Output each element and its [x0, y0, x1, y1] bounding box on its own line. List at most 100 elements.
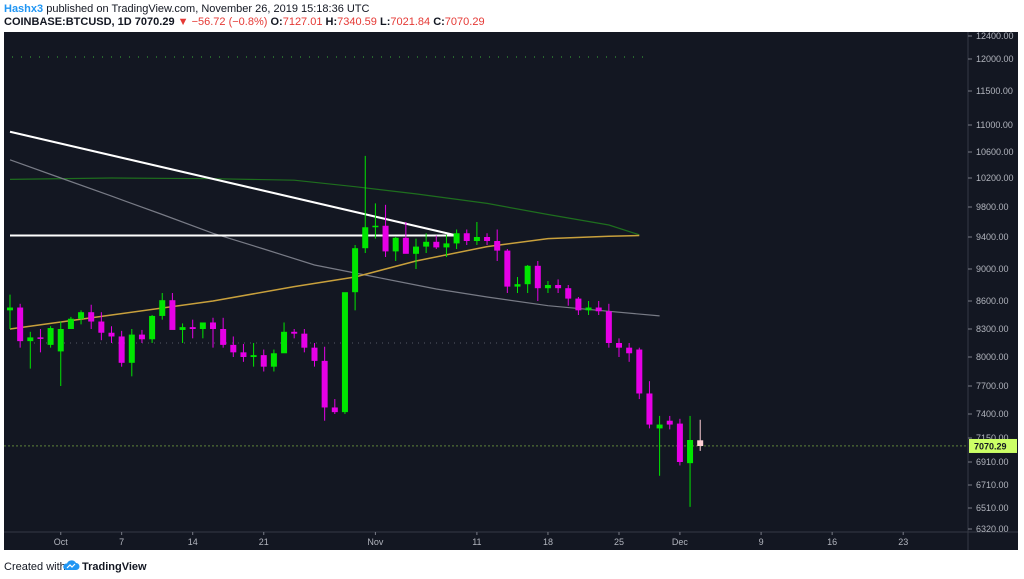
- time-tick-label: 11: [472, 537, 481, 547]
- price-tick-label: 11000.00: [976, 120, 1013, 130]
- price-tick-label: 8600.00: [976, 296, 1009, 306]
- candle-body: [687, 440, 694, 464]
- created-with-text: Created with: [4, 561, 66, 573]
- candle-body: [331, 407, 338, 413]
- time-tick-label: 21: [259, 537, 269, 547]
- candle-body: [67, 318, 74, 329]
- candle-body: [402, 237, 409, 254]
- close-label: C:: [433, 16, 445, 28]
- candle-body: [270, 353, 277, 367]
- candle-body: [433, 241, 440, 248]
- time-tick-label: Nov: [367, 537, 384, 547]
- low-value: 7021.84: [390, 16, 431, 28]
- chart-background: [4, 32, 1018, 550]
- price-tick-label: 7150.00: [976, 433, 1009, 443]
- candle-body: [626, 347, 633, 354]
- price-tick-label: 6910.00: [976, 457, 1009, 467]
- candle-body: [585, 307, 592, 311]
- last-price: 7070.29: [134, 16, 175, 28]
- time-tick-label: 16: [827, 537, 837, 547]
- publish-text: published on TradingView.com, November 2…: [46, 3, 370, 15]
- candle-body: [199, 322, 206, 329]
- price-tick-label: 6710.00: [976, 480, 1009, 490]
- tradingview-brand[interactable]: TradingView: [82, 561, 147, 573]
- candle-body: [118, 336, 125, 363]
- open-label: O:: [270, 16, 283, 28]
- candle-body: [494, 241, 501, 251]
- candle-body: [179, 327, 186, 330]
- candle-body: [676, 423, 683, 462]
- author-link[interactable]: Hashx3: [4, 3, 44, 15]
- candle-body: [443, 243, 450, 248]
- candle-body: [37, 337, 44, 339]
- time-tick-label: 14: [188, 537, 198, 547]
- time-tick-label: 7: [119, 537, 124, 547]
- symbol-name[interactable]: COINBASE:BTCUSD, 1D: [4, 16, 132, 28]
- price-tick-label: 7700.00: [976, 381, 1009, 391]
- candle-body: [595, 307, 602, 312]
- candle-body: [544, 285, 551, 289]
- chart-area[interactable]: 12400.00 12000.00 11500.00 11000.00 10600.00…: [4, 32, 1018, 550]
- price-tick-label: 11500.00: [976, 86, 1013, 96]
- time-tick-label: Dec: [672, 537, 689, 547]
- candle-body: [98, 321, 105, 333]
- candle-body: [656, 424, 663, 429]
- candle-body: [291, 331, 298, 334]
- price-chart[interactable]: 12400.00 12000.00 11500.00 11000.00 10600.00…: [4, 32, 1018, 550]
- symbol-legend: COINBASE:BTCUSD, 1D 7070.29 ▼ −56.72 (−0…: [4, 16, 485, 28]
- publish-info: Hashx3 published on TradingView.com, Nov…: [4, 3, 369, 15]
- price-tick-label: 12000.00: [976, 54, 1014, 64]
- time-tick-label: 18: [543, 537, 553, 547]
- candle-body: [149, 315, 156, 340]
- candle-body: [453, 233, 460, 244]
- time-tick-label: 9: [759, 537, 764, 547]
- price-tick-label: 10600.00: [976, 147, 1014, 157]
- candle-body: [250, 355, 257, 357]
- footer: Created with TradingView: [0, 553, 1024, 579]
- candle-body: [514, 284, 521, 287]
- descending-trendline: [9, 130, 457, 237]
- candle-body: [616, 343, 622, 348]
- price-change: ▼ −56.72 (−0.8%): [177, 16, 268, 28]
- candle-body: [646, 393, 653, 425]
- candle-body: [504, 250, 511, 287]
- price-tick-label: 9000.00: [976, 264, 1009, 274]
- price-tick-label: 9800.00: [976, 202, 1009, 212]
- candle-body: [311, 347, 318, 361]
- candle-body: [473, 237, 480, 241]
- candle-body: [169, 300, 176, 330]
- last-price-tag-label: 7070.29: [974, 441, 1007, 451]
- price-tick-label: 10200.00: [976, 173, 1014, 183]
- candle-body: [281, 331, 288, 354]
- candle-body: [88, 312, 95, 322]
- low-label: L:: [379, 16, 391, 28]
- candle-body: [534, 265, 541, 289]
- price-tick-label: 6320.00: [976, 524, 1009, 534]
- candle-body: [484, 237, 491, 241]
- candle-body: [230, 344, 237, 353]
- candle-body: [666, 420, 673, 425]
- price-tick-label: 8300.00: [976, 324, 1009, 334]
- candle-body: [138, 334, 145, 340]
- candle-body: [341, 292, 348, 413]
- candle-body: [697, 440, 704, 446]
- close-value: 7070.29: [444, 16, 485, 28]
- candle-body: [392, 237, 399, 252]
- candle-body: [372, 225, 379, 228]
- candle-body: [413, 246, 419, 254]
- candle-body: [352, 248, 359, 293]
- candle-body: [463, 233, 470, 241]
- candle-body: [57, 329, 64, 352]
- chart-header: Hashx3 published on TradingView.com, Nov…: [0, 0, 1024, 30]
- candle-body: [555, 285, 562, 289]
- candle-body: [78, 312, 85, 319]
- time-tick-label: Oct: [54, 537, 69, 547]
- candle-body: [240, 352, 247, 357]
- price-tick-label: 8000.00: [976, 352, 1009, 362]
- candle-body: [362, 227, 369, 249]
- candle-body: [565, 288, 572, 299]
- candle-body: [7, 307, 13, 311]
- price-tick-label: 12400.00: [976, 32, 1014, 41]
- moving-average-gray: [9, 159, 660, 317]
- candle-body: [210, 322, 216, 329]
